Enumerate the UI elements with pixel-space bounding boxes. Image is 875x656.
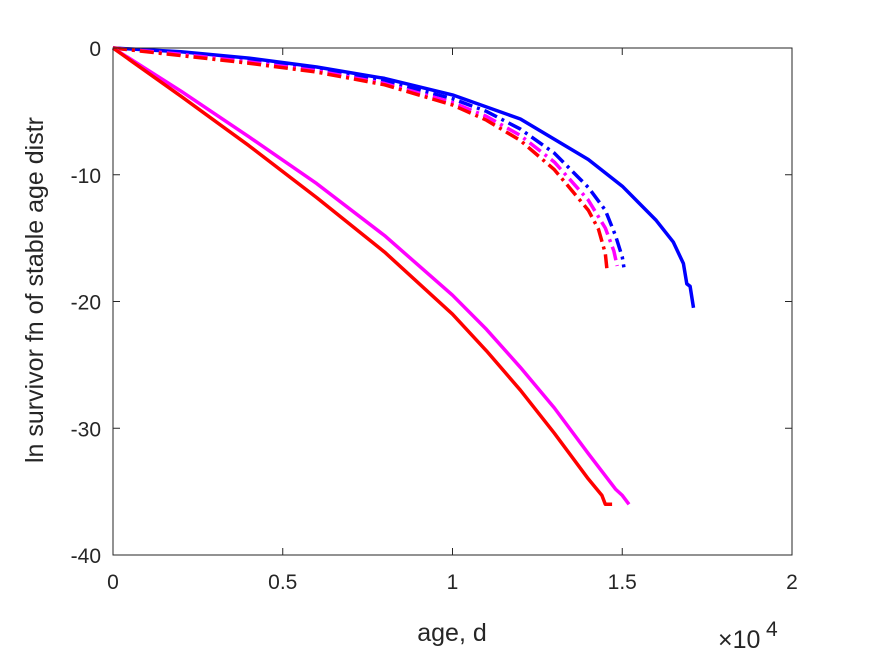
y-tick-label: -20 — [71, 292, 101, 315]
y-tick-label: -10 — [71, 165, 101, 188]
y-axis-label: ln survivor fn of stable age distr — [21, 117, 49, 463]
y-tick-label: 0 — [89, 38, 101, 61]
x-tick-label: 1 — [447, 571, 459, 594]
x-exponent-power: 4 — [766, 618, 778, 641]
series-line-1 — [112, 46, 696, 309]
series-line-5 — [112, 46, 631, 506]
x-exponent-label: ×10 — [718, 626, 760, 654]
tick-layer: 0 0.5 1 1.5 2 0 -10 -20 -30 -40 — [71, 38, 798, 594]
x-tick-label: 0.5 — [268, 571, 297, 594]
series-line-6 — [111, 46, 613, 507]
y-tick-label: -30 — [71, 418, 101, 441]
series-line-4 — [112, 46, 609, 270]
series-layer — [111, 46, 696, 507]
plot-area-background — [113, 48, 792, 555]
x-axis-label: age, d — [417, 619, 487, 647]
x-tick-label: 1.5 — [608, 571, 637, 594]
y-tick-label: -40 — [71, 545, 101, 568]
x-tick-label: 2 — [786, 571, 798, 594]
x-tick-label: 0 — [107, 571, 119, 594]
